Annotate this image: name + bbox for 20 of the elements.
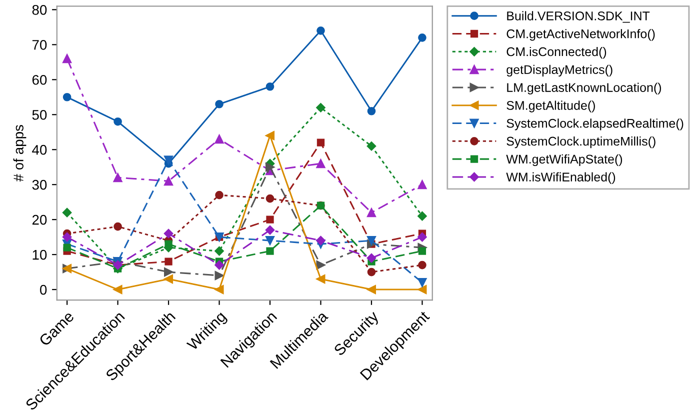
y-tick-label: 30 xyxy=(32,180,47,190)
y-tick-label: 40 xyxy=(32,144,47,155)
y-tick-label: 60 xyxy=(32,74,47,85)
legend-label: LM.getLastKnownLocation() xyxy=(507,82,661,94)
legend-label: WM.isWifiEnabled() xyxy=(506,172,616,184)
legend-label: SystemClock.uptimeMillis() xyxy=(506,136,656,148)
legend-label: CM.getActiveNetworkInfo() xyxy=(506,29,655,41)
legend-label: WM.getWifiApState() xyxy=(506,154,622,166)
legend-label: Build.VERSION.SDK_INT xyxy=(507,11,650,23)
legend-label: SM.getAltitude() xyxy=(506,100,595,112)
y-tick-label: 80 xyxy=(32,5,47,15)
y-axis-title: # of apps xyxy=(13,125,26,182)
y-tick-label: 20 xyxy=(32,214,47,225)
y-tick-label: 10 xyxy=(32,250,47,260)
y-tick-label: 50 xyxy=(32,110,47,120)
legend-label: SystemClock.elapsedRealtime() xyxy=(506,118,684,130)
y-tick-label: 70 xyxy=(32,40,47,50)
legend-label: getDisplayMetrics() xyxy=(506,64,612,77)
legend-label: CM.isConnected() xyxy=(506,46,606,59)
y-tick-label: 0 xyxy=(40,284,47,295)
